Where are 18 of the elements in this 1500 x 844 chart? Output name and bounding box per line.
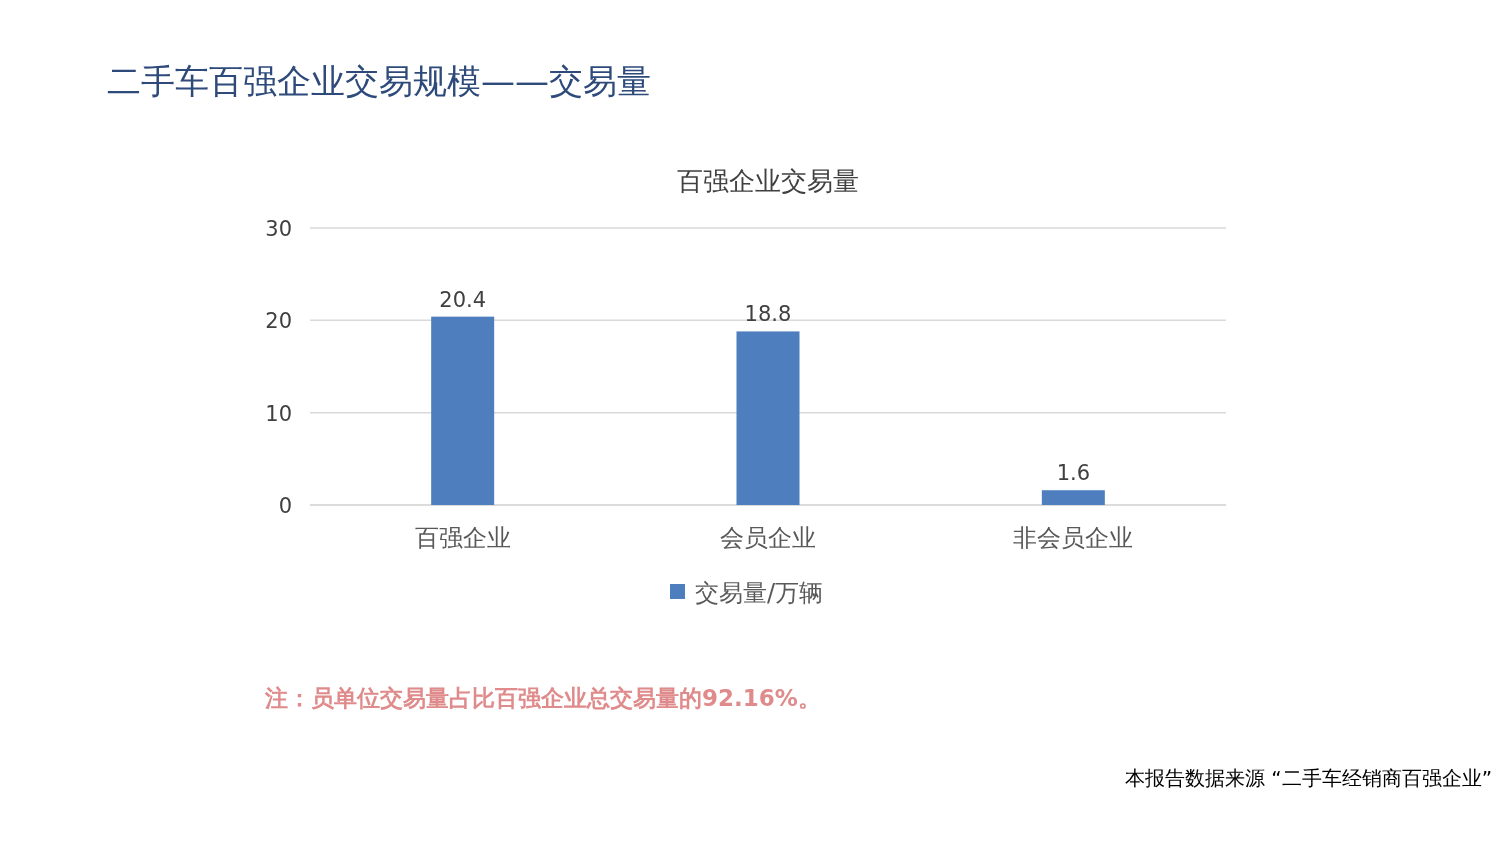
y-tick-label: 0 bbox=[278, 494, 292, 518]
x-tick-label: 非会员企业 bbox=[1013, 524, 1134, 552]
bar bbox=[1041, 490, 1105, 505]
data-label: 20.4 bbox=[439, 287, 487, 312]
data-label: 1.6 bbox=[1056, 461, 1091, 486]
x-tick-label: 百强企业 bbox=[414, 524, 511, 552]
bar bbox=[431, 316, 495, 505]
chart-subtitle: 百强企业交易量 bbox=[677, 166, 859, 196]
text: 本报告数据来源 “二手车经销商百强企业” bbox=[1124, 766, 1492, 790]
chart-title: 二手车百强企业交易规模——交易量 bbox=[107, 61, 651, 101]
bar bbox=[736, 331, 800, 505]
y-tick-label: 30 bbox=[265, 217, 292, 241]
legend-label: 交易量/万辆 bbox=[695, 579, 824, 607]
y-tick-label: 20 bbox=[265, 309, 292, 334]
x-tick-label: 会员企业 bbox=[720, 524, 816, 552]
y-tick-label: 10 bbox=[265, 401, 292, 426]
data-label: 18.8 bbox=[744, 302, 792, 327]
text: 注：员单位交易量占比百强企业总交易量的92.16%。 bbox=[264, 685, 821, 711]
